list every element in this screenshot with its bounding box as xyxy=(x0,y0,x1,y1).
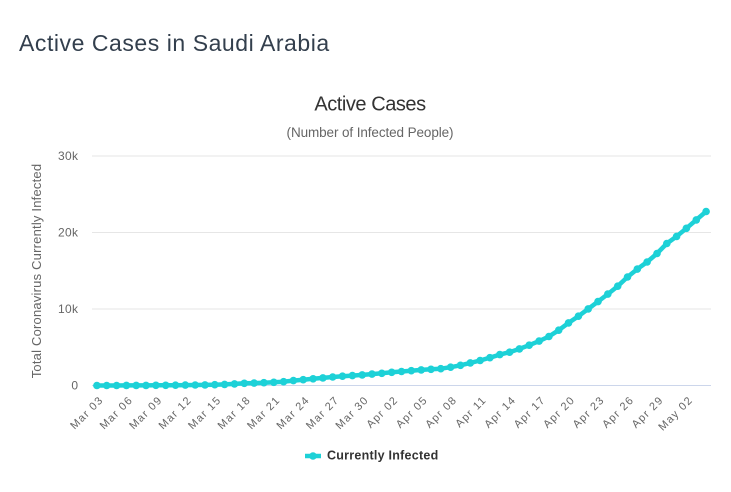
svg-text:Mar 30: Mar 30 xyxy=(334,394,372,432)
svg-text:Apr 02: Apr 02 xyxy=(364,394,400,430)
svg-text:0: 0 xyxy=(71,379,78,393)
svg-text:Apr 20: Apr 20 xyxy=(541,394,577,430)
svg-text:20k: 20k xyxy=(58,226,79,240)
svg-text:Apr 08: Apr 08 xyxy=(423,394,459,430)
svg-text:Currently Infected: Currently Infected xyxy=(327,449,438,463)
svg-text:Active Cases: Active Cases xyxy=(314,94,426,116)
svg-text:Apr 23: Apr 23 xyxy=(571,394,607,430)
svg-text:10k: 10k xyxy=(58,302,79,316)
svg-text:Apr 14: Apr 14 xyxy=(482,394,518,430)
svg-text:Apr 26: Apr 26 xyxy=(600,394,636,430)
svg-text:30k: 30k xyxy=(58,149,79,163)
svg-text:Total Coronavirus Currently In: Total Coronavirus Currently Infected xyxy=(29,164,44,379)
svg-text:(Number of Infected People): (Number of Infected People) xyxy=(287,125,454,140)
